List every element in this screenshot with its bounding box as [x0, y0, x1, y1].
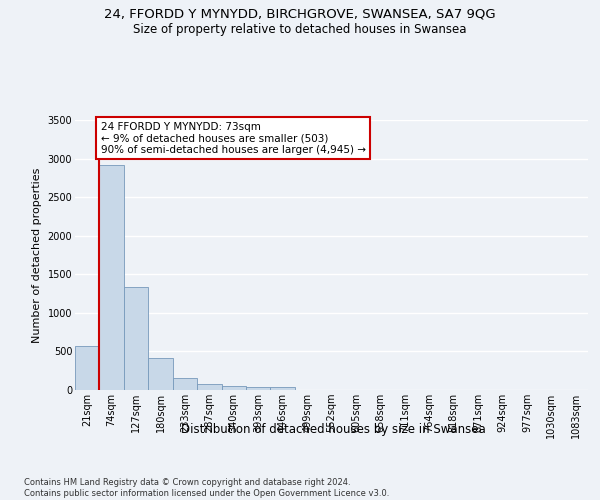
Bar — [124, 288, 148, 390]
Text: Size of property relative to detached houses in Swansea: Size of property relative to detached ho… — [133, 22, 467, 36]
Bar — [271, 387, 295, 390]
Bar — [75, 346, 100, 390]
Text: 24, FFORDD Y MYNYDD, BIRCHGROVE, SWANSEA, SA7 9QG: 24, FFORDD Y MYNYDD, BIRCHGROVE, SWANSEA… — [104, 8, 496, 20]
Bar — [173, 378, 197, 390]
Bar — [221, 386, 246, 390]
Y-axis label: Number of detached properties: Number of detached properties — [32, 168, 42, 342]
Bar — [246, 386, 271, 390]
Bar — [148, 358, 173, 390]
Text: 24 FFORDD Y MYNYDD: 73sqm
← 9% of detached houses are smaller (503)
90% of semi-: 24 FFORDD Y MYNYDD: 73sqm ← 9% of detach… — [101, 122, 365, 154]
Bar — [100, 164, 124, 390]
Text: Distribution of detached houses by size in Swansea: Distribution of detached houses by size … — [181, 422, 485, 436]
Text: Contains HM Land Registry data © Crown copyright and database right 2024.
Contai: Contains HM Land Registry data © Crown c… — [24, 478, 389, 498]
Bar — [197, 384, 221, 390]
